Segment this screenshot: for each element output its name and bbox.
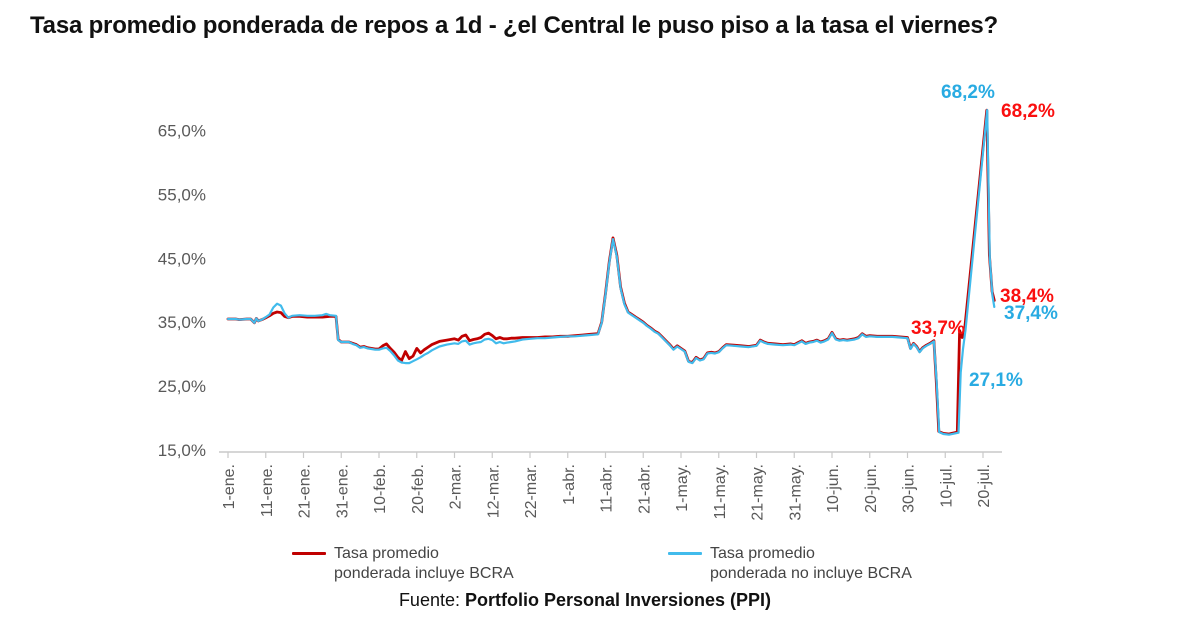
annotation-no_bcra-27,1%: 27,1% <box>969 370 1023 391</box>
x-axis-tick-label: 11-ene. <box>259 464 276 517</box>
y-axis-tick-label: 55,0% <box>158 185 206 204</box>
legend-label-line2: ponderada no incluye BCRA <box>710 565 912 582</box>
series-line-bcra <box>226 108 996 436</box>
x-axis-tick-label: 21-ene. <box>297 464 314 518</box>
x-axis-tick-label: 21-may. <box>750 464 767 521</box>
legend-label-line2: ponderada incluye BCRA <box>334 565 514 582</box>
x-axis-tick-label: 2-mar. <box>448 464 465 509</box>
x-axis-tick-label: 22-mar. <box>523 464 540 518</box>
y-axis-tick-label: 45,0% <box>158 249 206 268</box>
series-line-no_bcra <box>226 108 996 436</box>
source-line: Fuente: Portfolio Personal Inversiones (… <box>0 590 1170 611</box>
x-axis-tick-label: 10-feb. <box>372 464 389 514</box>
annotation-no_bcra-37,4%: 37,4% <box>1004 303 1058 324</box>
legend-entry-incluye-bcra: Tasa promedio ponderada incluye BCRA <box>292 544 514 584</box>
legend-label-no-incluye-bcra: Tasa promedio ponderada no incluye BCRA <box>710 544 912 584</box>
annotation-bcra-68,2%: 68,2% <box>1001 101 1055 122</box>
legend-line-swatch-red <box>292 552 326 555</box>
x-axis-tick-label: 20-jul. <box>976 464 993 508</box>
x-axis-tick-label: 1-abr. <box>561 464 578 505</box>
annotation-bcra-38,4%: 38,4% <box>1000 286 1054 307</box>
chart-title: Tasa promedio ponderada de repos a 1d - … <box>30 12 998 39</box>
x-axis-tick-label: 30-jun. <box>901 464 918 513</box>
x-axis-tick-label: 11-abr. <box>599 464 616 513</box>
annotation-no_bcra-68,2%: 68,2% <box>941 82 995 103</box>
y-axis-tick-label: 25,0% <box>158 377 206 396</box>
legend-label-line1: Tasa promedio <box>710 545 815 562</box>
x-axis-tick-label: 11-may. <box>712 464 729 519</box>
x-axis-tick-label: 12-mar. <box>485 464 502 518</box>
y-axis-tick-label: 65,0% <box>158 121 206 140</box>
y-axis-tick-label: 35,0% <box>158 313 206 332</box>
chart-legend: Tasa promedio ponderada incluye BCRA Tas… <box>0 540 1200 586</box>
x-axis-tick-label: 21-abr. <box>636 464 653 514</box>
x-axis-tick-label: 1-ene. <box>221 464 238 509</box>
x-axis-tick-label: 31-ene. <box>334 464 351 518</box>
x-axis-tick-label: 10-jun. <box>825 464 842 513</box>
legend-label-line1: Tasa promedio <box>334 545 439 562</box>
source-prefix: Fuente: <box>398 590 465 610</box>
x-axis-tick-label: 31-may. <box>787 464 804 521</box>
annotation-bcra-33,7%: 33,7% <box>911 318 965 339</box>
x-axis-tick-label: 20-feb. <box>410 464 427 514</box>
source-name: Portfolio Personal Inversiones (PPI) <box>464 590 772 610</box>
legend-entry-no-incluye-bcra: Tasa promedio ponderada no incluye BCRA <box>668 544 912 584</box>
y-axis-tick-label: 15,0% <box>158 441 206 460</box>
legend-line-swatch-cyan <box>668 552 702 555</box>
x-axis-tick-label: 1-may. <box>674 464 691 512</box>
x-axis-tick-label: 20-jun. <box>863 464 880 513</box>
x-axis-tick-label: 10-jul. <box>938 464 955 508</box>
legend-label-incluye-bcra: Tasa promedio ponderada incluye BCRA <box>334 544 514 584</box>
